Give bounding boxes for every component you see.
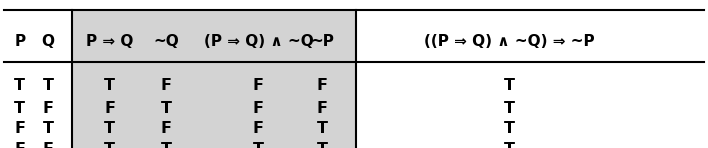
Text: T: T — [14, 100, 25, 116]
Text: T: T — [253, 142, 264, 148]
Text: T: T — [104, 121, 115, 136]
Text: T: T — [316, 142, 328, 148]
Text: F: F — [42, 100, 54, 116]
Text: F: F — [161, 121, 172, 136]
Text: ~P: ~P — [310, 34, 334, 49]
Text: F: F — [316, 100, 328, 116]
Text: T: T — [504, 142, 515, 148]
Text: T: T — [161, 142, 172, 148]
Text: T: T — [104, 78, 115, 93]
Text: T: T — [504, 121, 515, 136]
Text: F: F — [161, 78, 172, 93]
Text: T: T — [42, 121, 54, 136]
Text: T: T — [504, 78, 515, 93]
Text: F: F — [104, 100, 115, 116]
Text: (P ⇒ Q) ∧ ~Q: (P ⇒ Q) ∧ ~Q — [203, 34, 314, 49]
Text: P ⇒ Q: P ⇒ Q — [86, 34, 133, 49]
Text: T: T — [14, 78, 25, 93]
Bar — [72, 10, 356, 148]
Text: F: F — [14, 121, 25, 136]
Text: F: F — [253, 100, 264, 116]
Text: ((P ⇒ Q) ∧ ~Q) ⇒ ~P: ((P ⇒ Q) ∧ ~Q) ⇒ ~P — [425, 34, 595, 49]
Text: T: T — [161, 100, 172, 116]
Text: P: P — [14, 34, 25, 49]
Text: F: F — [316, 78, 328, 93]
Text: F: F — [253, 121, 264, 136]
Text: F: F — [253, 78, 264, 93]
Text: Q: Q — [42, 34, 55, 49]
Text: T: T — [104, 142, 115, 148]
Text: F: F — [14, 142, 25, 148]
Text: T: T — [316, 121, 328, 136]
Text: F: F — [42, 142, 54, 148]
Text: T: T — [504, 100, 515, 116]
Text: ~Q: ~Q — [154, 34, 179, 49]
Text: T: T — [42, 78, 54, 93]
